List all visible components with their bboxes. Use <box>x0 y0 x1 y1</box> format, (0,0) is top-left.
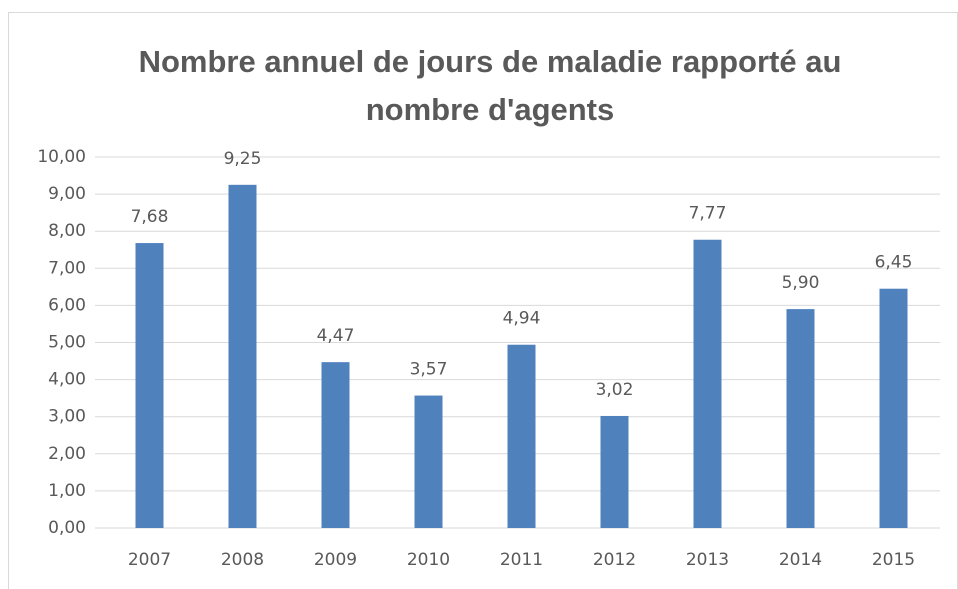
bar <box>600 415 629 528</box>
bar <box>321 362 350 528</box>
data-label: 9,25 <box>224 149 262 169</box>
x-tick-label: 2013 <box>686 550 729 570</box>
data-label: 5,90 <box>782 273 820 293</box>
bar <box>879 288 908 528</box>
bar <box>228 184 257 528</box>
bar <box>135 243 164 528</box>
y-tick-label: 0,00 <box>48 518 86 538</box>
chart-title: Nombre annuel de jours de maladie rappor… <box>138 44 842 127</box>
y-tick-label: 2,00 <box>48 444 86 464</box>
bar <box>414 395 443 528</box>
y-tick-label: 6,00 <box>48 295 86 315</box>
bar <box>693 239 722 528</box>
y-tick-label: 3,00 <box>48 407 86 427</box>
y-tick-label: 9,00 <box>48 184 86 204</box>
y-tick-label: 5,00 <box>48 333 86 353</box>
x-tick-label: 2010 <box>407 550 450 570</box>
x-tick-label: 2008 <box>221 550 264 570</box>
data-label: 6,45 <box>875 253 913 273</box>
x-tick-label: 2011 <box>500 550 543 570</box>
y-tick-label: 10,00 <box>37 147 86 167</box>
y-tick-label: 1,00 <box>48 481 86 501</box>
y-tick-label: 4,00 <box>48 370 86 390</box>
x-tick-label: 2012 <box>593 550 636 570</box>
y-tick-label: 7,00 <box>48 258 86 278</box>
bar <box>786 309 815 528</box>
data-label: 4,94 <box>503 309 541 329</box>
x-tick-label: 2007 <box>128 550 171 570</box>
data-label: 3,02 <box>596 380 634 400</box>
data-label: 3,57 <box>410 360 448 380</box>
x-tick-label: 2014 <box>779 550 822 570</box>
data-label: 4,47 <box>317 326 355 346</box>
data-label: 7,68 <box>131 207 169 227</box>
x-tick-label: 2009 <box>314 550 357 570</box>
data-label: 7,77 <box>689 204 727 224</box>
x-tick-label: 2015 <box>872 550 915 570</box>
bar <box>507 344 536 528</box>
y-tick-label: 8,00 <box>48 221 86 241</box>
